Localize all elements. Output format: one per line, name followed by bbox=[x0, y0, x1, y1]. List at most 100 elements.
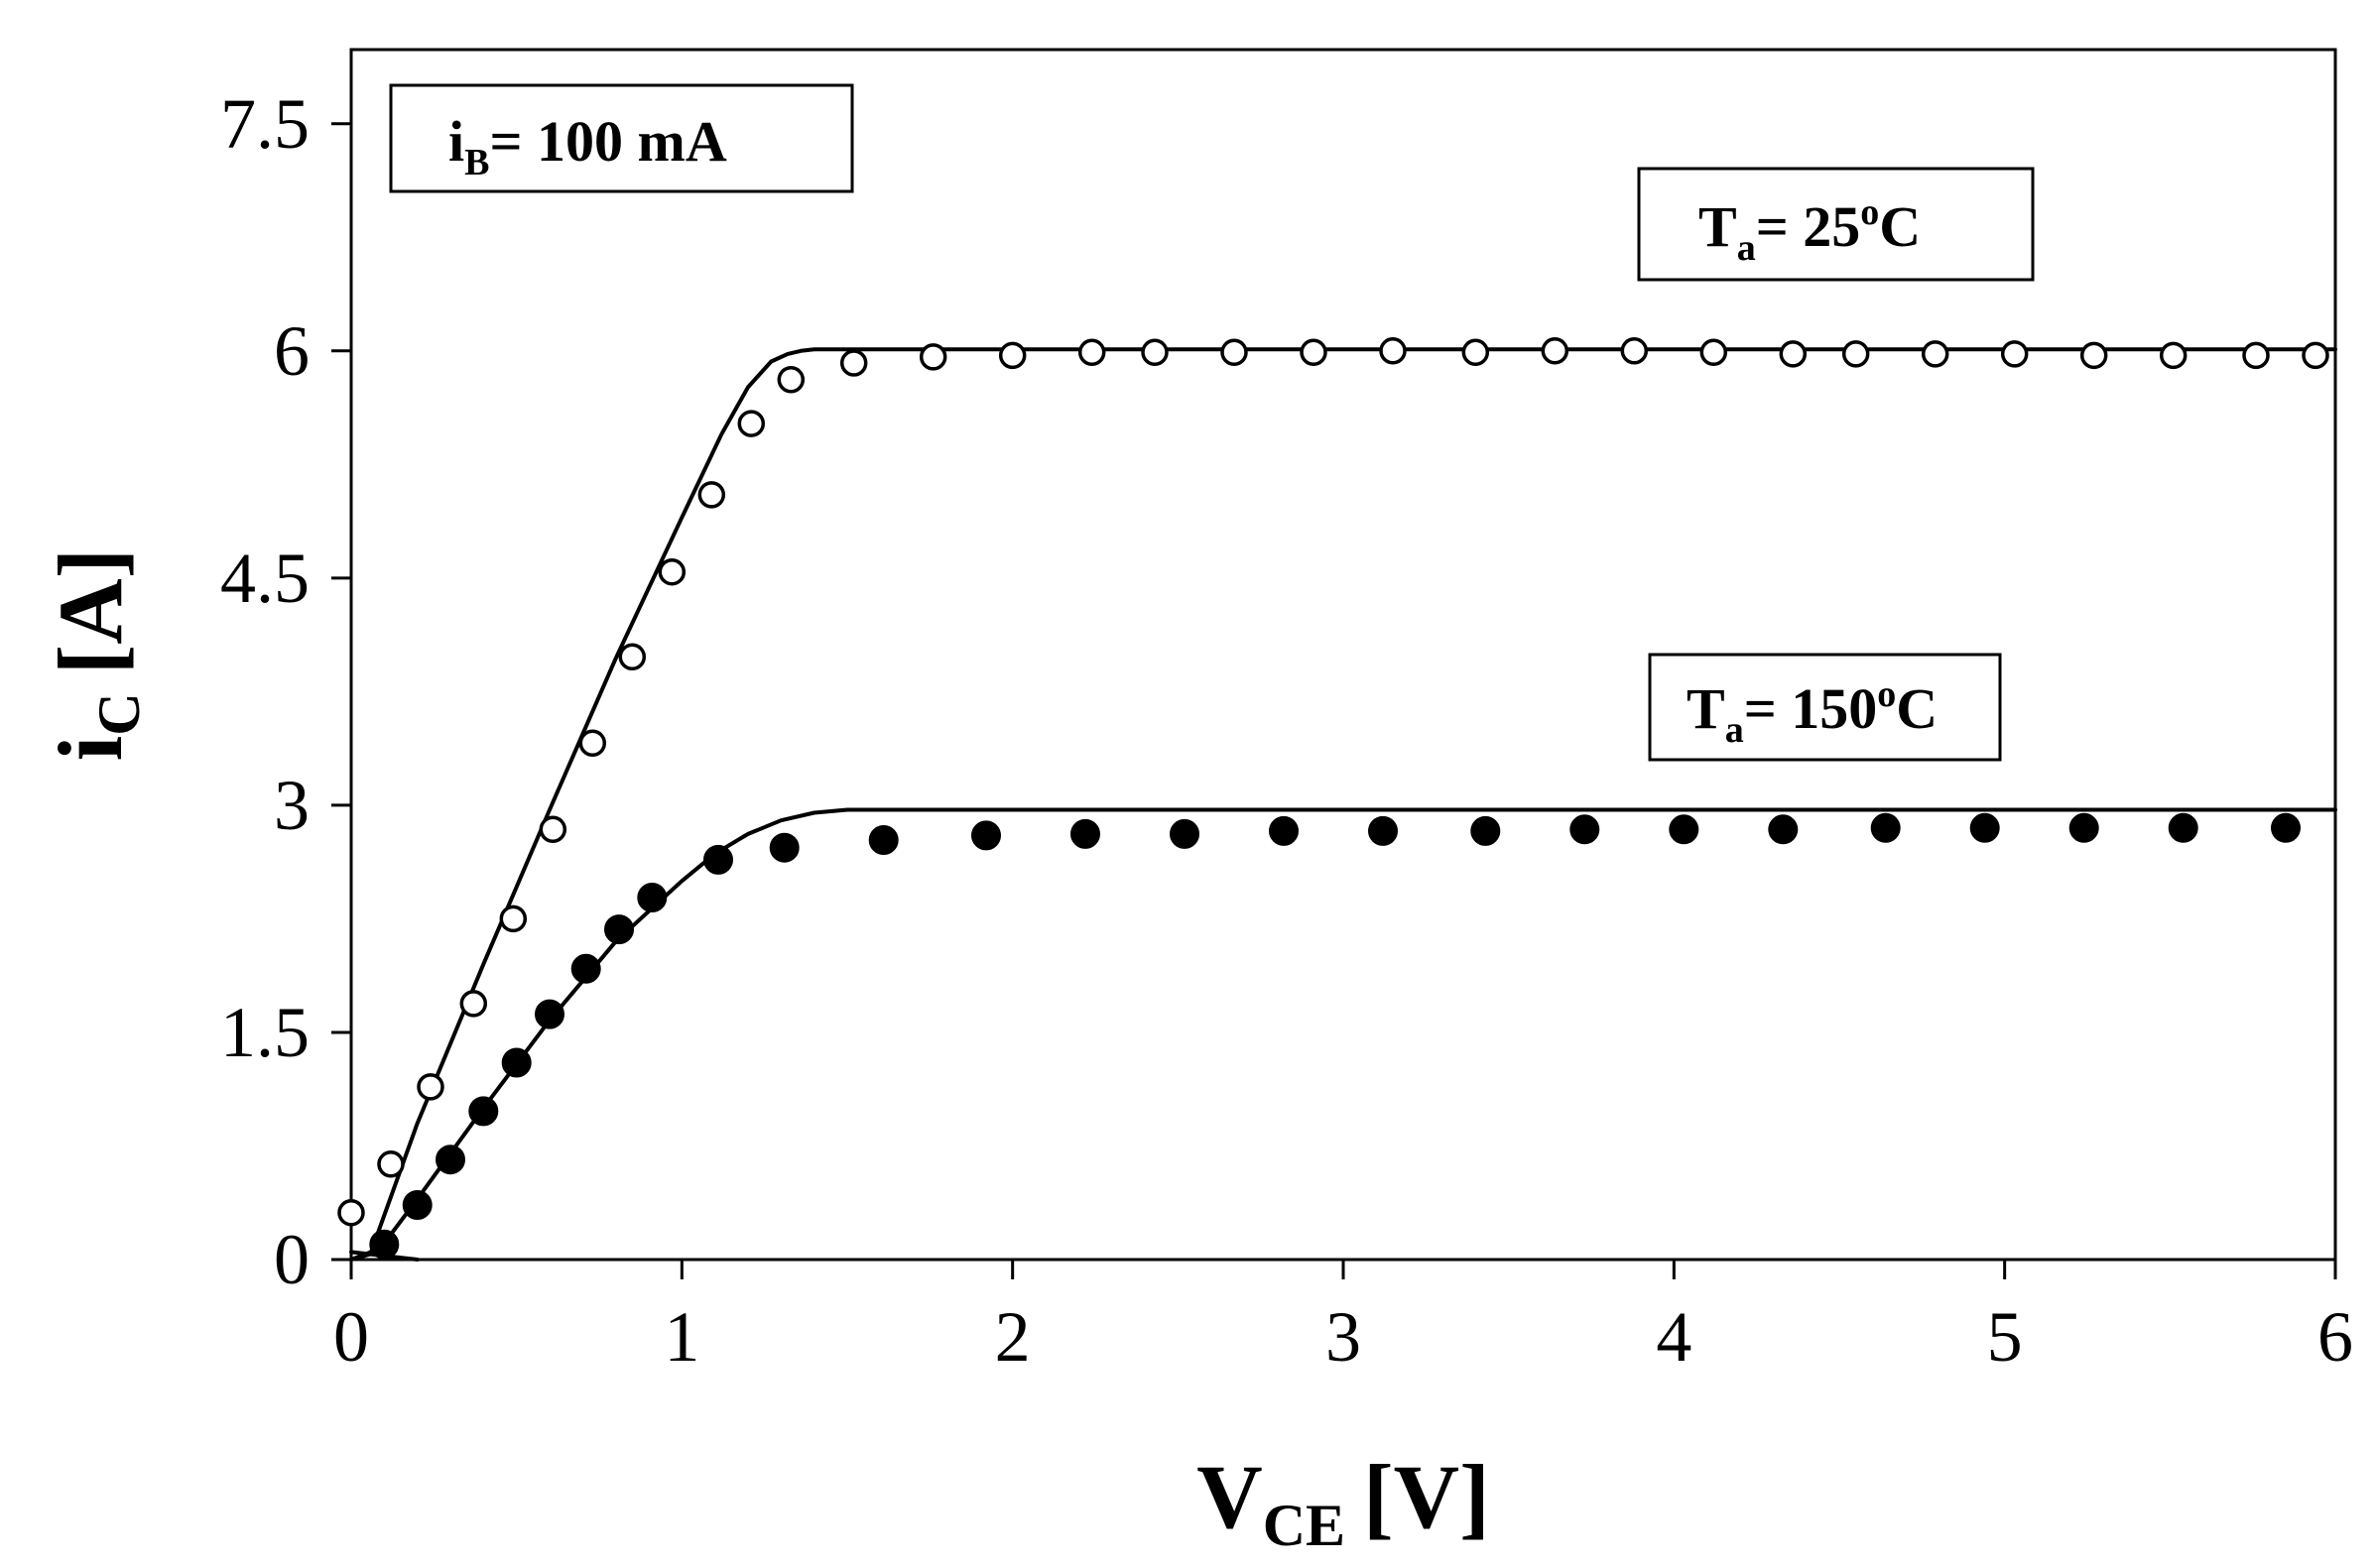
data-point-25c bbox=[2079, 341, 2108, 370]
data-point-150c bbox=[703, 844, 733, 875]
annotation-t150-sup: o bbox=[1877, 673, 1896, 715]
data-point-25c bbox=[1921, 340, 1949, 368]
x-axis-title-sub: CE bbox=[1263, 1493, 1345, 1558]
annotation-t150-rest: = 150 bbox=[1744, 676, 1878, 741]
data-point-150c bbox=[637, 883, 668, 912]
y-tick-label: 7.5 bbox=[220, 84, 310, 164]
y-axis-title-unit: [A] bbox=[40, 548, 141, 675]
y-tick-label: 3 bbox=[274, 766, 310, 845]
annotation-t150: Ta= 150oC bbox=[1648, 653, 2002, 762]
data-points bbox=[337, 337, 2329, 1260]
data-point-25c bbox=[377, 1150, 405, 1178]
data-point-25c bbox=[539, 815, 567, 844]
annotation-t150-sub: a bbox=[1725, 709, 1744, 751]
data-point-150c bbox=[1170, 818, 1199, 849]
annotation-t25-sup: o bbox=[1860, 191, 1879, 233]
data-point-150c bbox=[1669, 814, 1699, 845]
data-point-25c bbox=[2302, 341, 2329, 370]
data-point-25c bbox=[1141, 338, 1169, 367]
y-tick-label: 4.5 bbox=[220, 539, 310, 618]
annotation-ib-sub: B bbox=[464, 142, 489, 183]
data-point-150c bbox=[468, 1096, 499, 1127]
annotation-t25-box bbox=[1637, 167, 2035, 282]
data-point-25c bbox=[1379, 337, 1407, 365]
annotation-t25-main: T bbox=[1698, 194, 1737, 259]
data-point-25c bbox=[1077, 338, 1106, 367]
y-axis-title-main: i bbox=[40, 736, 141, 762]
data-point-25c bbox=[2242, 341, 2270, 370]
x-axis-title-main: V bbox=[1196, 1446, 1262, 1547]
data-point-25c bbox=[1699, 338, 1728, 367]
y-axis-title-sub: C bbox=[86, 692, 152, 735]
series-line-2 bbox=[349, 347, 2337, 1262]
y-tick-label: 6 bbox=[274, 311, 310, 391]
data-point-25c bbox=[337, 1198, 365, 1227]
annotation-t25-tail: C bbox=[1879, 194, 1921, 259]
annotation-t25-sub: a bbox=[1737, 227, 1756, 269]
data-point-150c bbox=[971, 820, 1001, 851]
annotation-t25-rest: = 25 bbox=[1756, 194, 1861, 259]
annotation-t150-box bbox=[1648, 653, 2002, 762]
x-tick-label: 3 bbox=[1325, 1297, 1361, 1377]
data-point-150c bbox=[1569, 814, 1600, 845]
data-point-25c bbox=[998, 341, 1027, 370]
data-point-150c bbox=[535, 999, 564, 1029]
x-tick-label: 1 bbox=[664, 1297, 699, 1377]
data-point-25c bbox=[618, 643, 647, 671]
data-point-150c bbox=[1969, 812, 2000, 843]
x-axis-ticks: 0 1 2 3 4 5 6 bbox=[333, 1260, 2353, 1377]
data-point-25c bbox=[1300, 338, 1327, 367]
annotation-t150-main: T bbox=[1687, 676, 1725, 741]
data-point-25c bbox=[697, 481, 726, 509]
y-axis-ticks: 0 1.5 3 4.5 6 7.5 bbox=[220, 84, 351, 1299]
data-point-150c bbox=[1269, 815, 1299, 846]
annotation-ib-box bbox=[389, 83, 854, 193]
data-point-25c bbox=[777, 366, 806, 394]
data-point-150c bbox=[1870, 812, 1901, 843]
data-point-150c bbox=[2068, 812, 2099, 843]
data-point-25c bbox=[499, 905, 528, 933]
annotation-ib-rest: = 100 mA bbox=[489, 109, 726, 174]
data-point-25c bbox=[2159, 341, 2188, 370]
data-point-150c bbox=[1470, 815, 1501, 846]
x-axis-title-unit: [V] bbox=[1363, 1446, 1490, 1547]
annotation-t25: Ta= 25oC bbox=[1637, 167, 2035, 282]
y-tick-label: 0 bbox=[274, 1220, 310, 1299]
svg-text:iB= 100 mA: iB= 100 mA bbox=[448, 109, 727, 183]
y-tick-label: 1.5 bbox=[220, 993, 310, 1072]
data-point-25c bbox=[578, 729, 607, 758]
data-point-25c bbox=[1841, 340, 1870, 368]
data-point-150c bbox=[1070, 818, 1100, 849]
data-point-25c bbox=[1620, 337, 1649, 365]
data-point-25c bbox=[459, 990, 488, 1018]
svg-text:Ta= 150oC: Ta= 150oC bbox=[1687, 673, 1938, 751]
data-point-25c bbox=[658, 557, 687, 586]
x-tick-label: 2 bbox=[995, 1297, 1031, 1377]
data-point-150c bbox=[501, 1047, 532, 1078]
annotation-t150-tail: C bbox=[1896, 676, 1938, 741]
data-point-150c bbox=[868, 825, 899, 855]
x-tick-label: 5 bbox=[1987, 1297, 2023, 1377]
data-point-150c bbox=[436, 1145, 465, 1175]
data-point-25c bbox=[2000, 340, 2029, 368]
data-point-150c bbox=[1768, 814, 1799, 845]
data-point-25c bbox=[1461, 338, 1490, 367]
data-point-150c bbox=[604, 914, 634, 945]
svg-text:Ta= 25oC: Ta= 25oC bbox=[1698, 191, 1921, 269]
x-tick-label: 4 bbox=[1656, 1297, 1691, 1377]
annotation-ib-main: i bbox=[448, 109, 464, 174]
data-point-150c bbox=[369, 1229, 400, 1260]
data-point-25c bbox=[839, 349, 868, 377]
annotation-ib: iB= 100 mA bbox=[389, 83, 854, 193]
data-point-150c bbox=[1368, 815, 1398, 846]
data-point-25c bbox=[1541, 337, 1569, 365]
data-point-25c bbox=[919, 343, 947, 371]
x-tick-label: 6 bbox=[2317, 1297, 2353, 1377]
data-point-150c bbox=[2168, 812, 2198, 843]
x-axis-title: VCE [V] bbox=[1196, 1446, 1490, 1558]
data-point-150c bbox=[2271, 812, 2301, 843]
data-point-150c bbox=[570, 953, 601, 984]
data-point-25c bbox=[737, 410, 766, 437]
data-point-25c bbox=[1220, 338, 1248, 367]
